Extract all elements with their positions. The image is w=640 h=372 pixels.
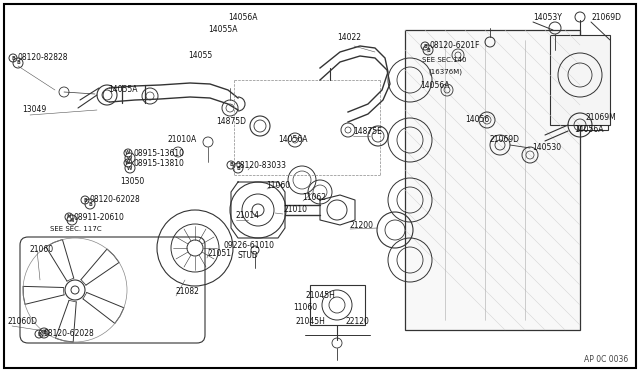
Text: W: W <box>127 166 132 170</box>
Text: 21200: 21200 <box>350 221 374 230</box>
Text: 09226-61010: 09226-61010 <box>224 241 275 250</box>
Text: 21060D: 21060D <box>8 317 38 327</box>
Text: 14022: 14022 <box>337 33 361 42</box>
Text: N: N <box>70 218 74 222</box>
Text: B: B <box>16 61 20 65</box>
Text: 08120-62028: 08120-62028 <box>90 196 141 205</box>
Text: SEE SEC. 117C: SEE SEC. 117C <box>50 226 102 232</box>
Text: STUD: STUD <box>237 251 258 260</box>
Text: 13050: 13050 <box>120 177 144 186</box>
Text: 11060: 11060 <box>266 180 290 189</box>
Text: 21060: 21060 <box>30 244 54 253</box>
Text: 14056: 14056 <box>465 115 489 125</box>
Text: B: B <box>229 163 233 167</box>
Text: 21045H: 21045H <box>305 292 335 301</box>
Text: W: W <box>125 151 131 155</box>
Text: B: B <box>88 202 92 206</box>
Text: B: B <box>426 48 430 52</box>
Text: B: B <box>11 55 15 61</box>
Text: 14056A: 14056A <box>420 80 449 90</box>
Text: B: B <box>83 198 87 202</box>
Text: B: B <box>423 44 427 48</box>
Text: AP 0C 0036: AP 0C 0036 <box>584 355 628 364</box>
Bar <box>578 50 608 130</box>
Text: 11060: 11060 <box>293 304 317 312</box>
Text: B: B <box>42 330 46 336</box>
Text: 14875D: 14875D <box>216 118 246 126</box>
Text: N: N <box>67 215 71 219</box>
Text: 08120-83033: 08120-83033 <box>236 160 287 170</box>
Text: 21069M: 21069M <box>586 113 617 122</box>
Bar <box>550 35 610 125</box>
Text: 08120-62028: 08120-62028 <box>44 330 95 339</box>
Text: 14055: 14055 <box>188 51 212 61</box>
Text: 21010A: 21010A <box>167 135 196 144</box>
Text: 08120-82828: 08120-82828 <box>18 54 68 62</box>
Text: 08911-20610: 08911-20610 <box>74 212 125 221</box>
Bar <box>405 30 580 330</box>
Text: B: B <box>37 331 41 337</box>
Text: 21069D: 21069D <box>591 13 621 22</box>
Text: 08120-6201F: 08120-6201F <box>430 42 481 51</box>
Text: 14055A: 14055A <box>108 86 138 94</box>
Text: 21051: 21051 <box>207 250 231 259</box>
Text: 14056A: 14056A <box>574 125 604 135</box>
Text: 140530: 140530 <box>532 144 561 153</box>
Text: 21014: 21014 <box>236 212 260 221</box>
Text: 21045H: 21045H <box>295 317 325 326</box>
Text: W: W <box>125 160 131 166</box>
Text: 08915-13810: 08915-13810 <box>133 158 184 167</box>
Text: B: B <box>236 166 240 170</box>
Text: 14056A: 14056A <box>278 135 307 144</box>
Text: 21069D: 21069D <box>490 135 520 144</box>
Text: 21082: 21082 <box>175 288 199 296</box>
Bar <box>310 285 365 325</box>
Text: 13049: 13049 <box>22 106 46 115</box>
Text: 22120: 22120 <box>345 317 369 326</box>
Text: 14053Y: 14053Y <box>533 13 562 22</box>
Text: 14056A: 14056A <box>228 13 257 22</box>
Text: 08915-13610: 08915-13610 <box>133 148 184 157</box>
Text: 11062: 11062 <box>302 192 326 202</box>
Text: 14055A: 14055A <box>208 26 237 35</box>
Text: 14875E: 14875E <box>353 128 382 137</box>
Text: W: W <box>127 155 132 160</box>
Text: (16376M): (16376M) <box>428 69 462 75</box>
Text: 21010: 21010 <box>283 205 307 215</box>
Text: SEE SEC.140: SEE SEC.140 <box>422 57 467 63</box>
